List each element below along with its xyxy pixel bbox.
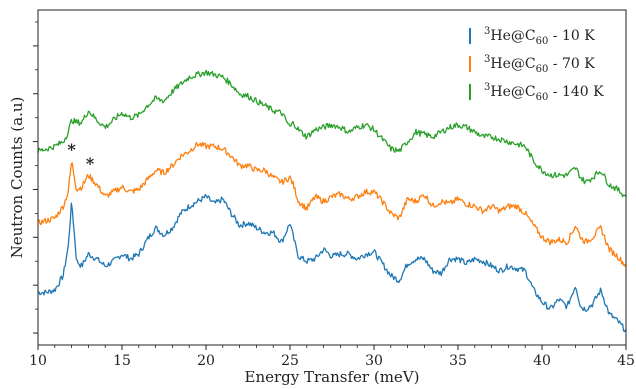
legend: 3He@C60 - 10 K 3He@C60 - 70 K 3He@C60 - 14…: [469, 26, 604, 103]
x-tick-label: 30: [365, 353, 383, 369]
axes-frame: [37, 9, 627, 346]
series-line: [37, 193, 627, 333]
series-line: [37, 69, 627, 198]
x-tick-label: 40: [533, 353, 551, 369]
x-tick-label: 10: [29, 353, 47, 369]
peak-marker: *: [86, 154, 95, 173]
series-line: [37, 141, 627, 268]
x-tick-label: 45: [617, 353, 635, 369]
x-axis-label: Energy Transfer (meV): [245, 368, 420, 386]
plot-area: [37, 69, 627, 333]
legend-entry: 3He@C60 - 10 K: [484, 26, 595, 47]
x-tick-label: 20: [197, 353, 215, 369]
peak-marker: *: [67, 140, 76, 159]
x-tick-label: 15: [113, 353, 131, 369]
legend-entry: 3He@C60 - 140 K: [484, 82, 604, 103]
x-axis: 10 15 20 25 30 35 40 45: [29, 345, 635, 369]
legend-entry: 3He@C60 - 70 K: [484, 54, 595, 75]
y-axis-label: Neutron Counts (a.u): [8, 97, 26, 259]
x-tick-label: 35: [449, 353, 467, 369]
peak-annotations: **: [67, 140, 94, 173]
x-tick-label: 25: [281, 353, 299, 369]
y-axis: [33, 21, 38, 334]
